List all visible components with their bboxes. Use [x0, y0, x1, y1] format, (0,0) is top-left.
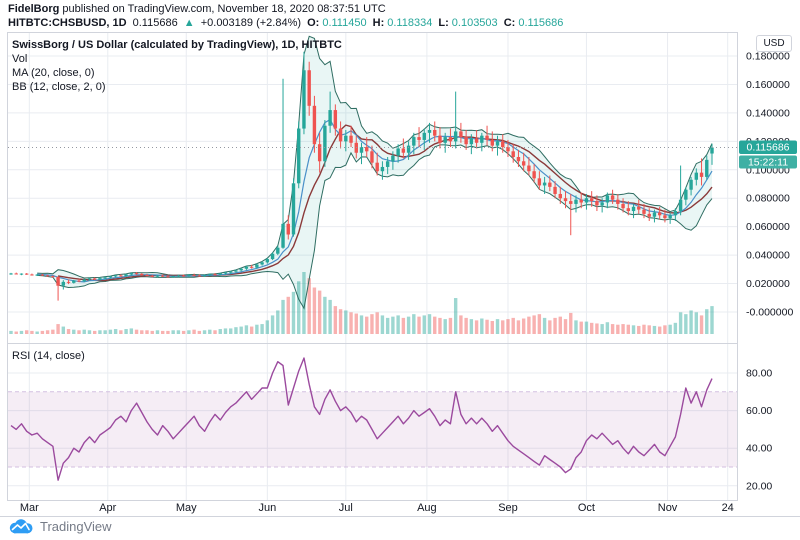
svg-text:0.080000: 0.080000	[746, 193, 790, 205]
currency-badge[interactable]: USD	[756, 35, 792, 52]
price-pane[interactable]	[8, 35, 737, 334]
pane-borders	[0, 32, 800, 517]
legend-bb[interactable]: BB (12, close, 2, 0)	[12, 81, 106, 93]
last-price-badge: 0.115686 15:22:11	[739, 140, 797, 169]
last-price: 0.115686	[132, 17, 178, 29]
svg-text:Sep: Sep	[498, 502, 518, 514]
svg-text:24: 24	[722, 502, 734, 514]
svg-text:Jul: Jul	[339, 502, 353, 514]
svg-text:Oct: Oct	[578, 502, 595, 514]
price-axis[interactable]: 0.1800000.1600000.1400000.1200000.100000…	[746, 51, 793, 493]
footer: TradingView	[8, 518, 112, 534]
svg-text:0.115686: 0.115686	[746, 142, 789, 154]
chart-title[interactable]: SwissBorg / US Dollar (calculated by Tra…	[12, 39, 342, 51]
tradingview-brand[interactable]: TradingView	[40, 518, 112, 534]
low-value: 0.103503	[451, 17, 498, 29]
svg-text:15:22:11: 15:22:11	[748, 156, 788, 168]
open-value: 0.111450	[322, 17, 367, 29]
close-label: C:	[503, 17, 516, 29]
svg-text:0.020000: 0.020000	[746, 278, 790, 290]
symbol-line: HITBTC:CHSBUSD, 1D 0.115686 ▲ +0.003189 …	[8, 16, 800, 30]
close-value: 0.115686	[518, 17, 564, 29]
rsi-legend[interactable]: RSI (14, close)	[12, 350, 85, 362]
grid-layer	[8, 33, 737, 500]
svg-text:0.160000: 0.160000	[746, 79, 790, 91]
price-change: +0.003189 (+2.84%)	[200, 17, 302, 29]
svg-text:Nov: Nov	[658, 502, 678, 514]
header: FidelBorg published on TradingView.com, …	[0, 0, 800, 31]
svg-text:20.00: 20.00	[746, 480, 772, 492]
svg-text:0.040000: 0.040000	[746, 250, 790, 262]
publish-line: FidelBorg published on TradingView.com, …	[8, 2, 800, 16]
high-label: H:	[372, 17, 385, 29]
svg-text:0.060000: 0.060000	[746, 221, 790, 233]
svg-text:40.00: 40.00	[746, 443, 772, 455]
svg-text:80.00: 80.00	[746, 368, 772, 380]
publish-info: published on TradingView.com, November 1…	[59, 3, 386, 15]
tradingview-logo-icon[interactable]	[8, 518, 34, 534]
svg-text:Aug: Aug	[417, 502, 437, 514]
author-name[interactable]: FidelBorg	[8, 3, 60, 15]
svg-text:Mar: Mar	[20, 502, 39, 514]
open-label: O:	[307, 17, 320, 29]
svg-text:Jun: Jun	[258, 502, 276, 514]
svg-text:May: May	[176, 502, 197, 514]
svg-text:Apr: Apr	[99, 502, 116, 514]
symbol-interval[interactable]: HITBTC:CHSBUSD, 1D	[8, 17, 127, 29]
svg-text:0.140000: 0.140000	[746, 107, 790, 119]
low-label: L:	[438, 17, 449, 29]
high-value: 0.118334	[387, 17, 433, 29]
time-axis[interactable]: Mar Apr May Jun Jul Aug Sep Oct Nov 24	[20, 502, 734, 514]
legend-volume[interactable]: Vol	[12, 53, 28, 65]
rsi-pane[interactable]	[10, 357, 713, 481]
svg-text:60.00: 60.00	[746, 405, 772, 417]
main-chart-legend: SwissBorg / US Dollar (calculated by Tra…	[12, 38, 342, 94]
up-arrow-icon: ▲	[183, 17, 195, 29]
legend-ma[interactable]: MA (20, close, 0)	[12, 67, 95, 79]
svg-text:-0.000000: -0.000000	[746, 307, 793, 319]
candlestick-layer	[9, 51, 714, 301]
svg-text:0.180000: 0.180000	[746, 51, 790, 63]
